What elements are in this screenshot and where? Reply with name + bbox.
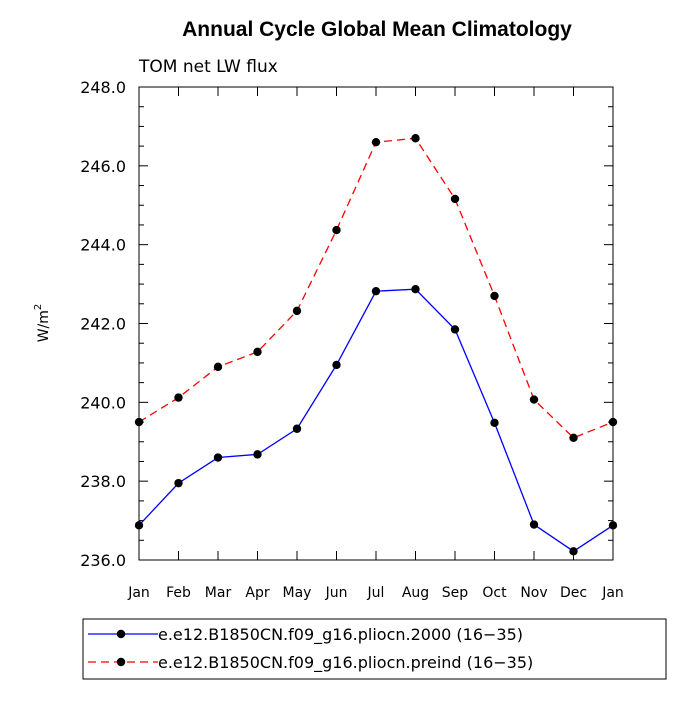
data-point: [411, 134, 420, 143]
y-axis-label-group: W/m2: [33, 304, 52, 343]
legend-box: [82, 618, 667, 680]
x-tick-label: Jan: [127, 585, 150, 601]
x-tick-label: Aug: [402, 585, 429, 601]
x-tick-label: Feb: [166, 585, 191, 601]
legend-label: e.e12.B1850CN.f09_g16.pliocn.2000 (16−35…: [158, 625, 523, 645]
legend: e.e12.B1850CN.f09_g16.pliocn.2000 (16−35…: [82, 618, 667, 680]
y-tick-label: 246.0: [80, 157, 126, 176]
data-point: [292, 424, 302, 433]
x-tick-label: Nov: [520, 585, 547, 601]
series-2: [134, 134, 618, 443]
legend-marker: [116, 629, 126, 639]
series-1: [134, 285, 618, 556]
data-point: [569, 547, 578, 556]
data-point: [490, 418, 499, 428]
x-tick-label: Mar: [205, 585, 232, 601]
x-tick-label: Jan: [601, 585, 624, 601]
y-tick-label: 248.0: [80, 78, 126, 97]
data-point: [292, 306, 302, 316]
data-point: [213, 362, 223, 372]
series-line: [138, 288, 614, 553]
x-tick-label: Dec: [560, 585, 587, 601]
plot-frame: [138, 86, 614, 561]
data-point: [608, 417, 618, 427]
y-tick-label: 236.0: [80, 551, 126, 570]
data-point: [608, 521, 618, 530]
chart-title: Annual Cycle Global Mean Climatology: [182, 18, 572, 41]
data-point: [134, 417, 144, 427]
data-point: [174, 478, 183, 488]
x-tick-label: May: [283, 585, 312, 601]
x-tick-label: Jun: [325, 585, 348, 601]
data-point: [174, 393, 183, 402]
chart-subtitle: TOM net LW flux: [138, 57, 278, 77]
data-point: [253, 450, 262, 459]
data-point: [529, 520, 539, 529]
data-point: [371, 286, 381, 296]
x-tick-label: Jul: [367, 585, 385, 601]
data-point: [134, 521, 144, 530]
legend-marker: [116, 657, 126, 667]
data-point: [332, 360, 341, 370]
data-point: [450, 325, 460, 334]
axis-ticks: 236.0 238.0 240.0 242.0 244.0 246.0 248.0 Jan Fe…: [80, 78, 624, 601]
y-axis-label-main: W/m: [36, 310, 52, 342]
y-tick-label: 240.0: [80, 393, 126, 412]
data-point: [490, 291, 499, 301]
data-point: [253, 347, 262, 357]
x-tick-label: Sep: [442, 585, 469, 601]
y-tick-label: 244.0: [80, 236, 126, 255]
data-point: [411, 285, 420, 294]
y-tick-label: 242.0: [80, 315, 126, 334]
x-tick-label: Apr: [245, 585, 269, 601]
data-point: [332, 225, 341, 235]
legend-label: e.e12.B1850CN.f09_g16.pliocn.preind (16−…: [158, 653, 533, 673]
data-point: [529, 395, 539, 404]
data-point: [569, 433, 578, 443]
x-tick-label: Oct: [482, 585, 507, 601]
data-point: [213, 453, 223, 462]
series-layer: [134, 134, 618, 556]
y-axis-label: W/m2: [33, 304, 52, 343]
y-tick-label: 238.0: [80, 472, 126, 491]
data-point: [371, 137, 381, 147]
data-point: [450, 194, 460, 204]
y-axis-label-superscript: 2: [33, 304, 44, 310]
